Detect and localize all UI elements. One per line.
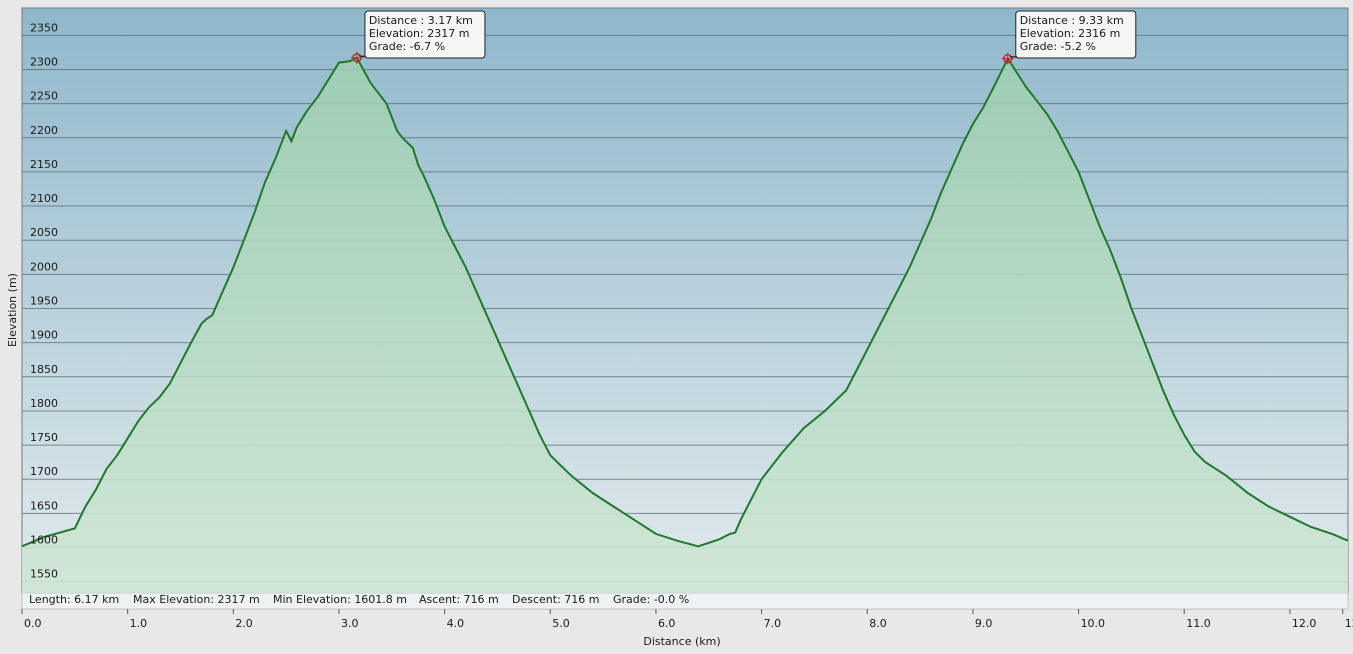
x-tick-label: 11.0 (1186, 617, 1211, 630)
x-tick-label: 4.0 (447, 617, 465, 630)
y-tick-label: 2200 (30, 124, 58, 137)
stats-grade: Grade: -0.0 % (613, 593, 689, 606)
stats-min-elevation: Min Elevation: 1601.8 m (273, 593, 407, 606)
y-tick-label: 2250 (30, 90, 58, 103)
tooltip-line: Grade: -5.2 % (1020, 40, 1096, 53)
y-tick-label: 2350 (30, 21, 58, 34)
y-tick-label: 1750 (30, 431, 58, 444)
y-tick-label: 2000 (30, 260, 58, 273)
x-tick-label: 12.5 (1345, 617, 1353, 630)
x-tick-label: 8.0 (869, 617, 887, 630)
y-tick-label: 1800 (30, 397, 58, 410)
x-tick-label: 12.0 (1292, 617, 1317, 630)
tooltip-line: Elevation: 2317 m (369, 27, 470, 40)
y-tick-label: 2150 (30, 158, 58, 171)
y-tick-label: 1950 (30, 295, 58, 308)
stats-descent: Descent: 716 m (512, 593, 599, 606)
x-tick-label: 6.0 (658, 617, 676, 630)
y-tick-label: 1650 (30, 499, 58, 512)
tooltip-line: Grade: -6.7 % (369, 40, 445, 53)
tooltip-line: Distance : 9.33 km (1020, 14, 1124, 27)
stats-ascent: Ascent: 716 m (419, 593, 499, 606)
y-tick-label: 2050 (30, 226, 58, 239)
y-tick-label: 2100 (30, 192, 58, 205)
x-tick-label: 5.0 (552, 617, 570, 630)
stats-length: Length: 6.17 km (29, 593, 119, 606)
y-tick-label: 1600 (30, 534, 58, 547)
y-axis-ticks: 1550 1600 1650 1700 1750 1800 1850 1900 1950 2000… (30, 21, 58, 580)
tooltip-box (364, 10, 486, 59)
y-tick-label: 1700 (30, 465, 58, 478)
x-tick-label: 9.0 (975, 617, 993, 630)
area-layer (21, 56, 1349, 593)
elevation-line (21, 56, 1349, 548)
tooltip-box (1015, 10, 1137, 59)
x-tick-label: 2.0 (235, 617, 253, 630)
x-tick-label: 7.0 (764, 617, 782, 630)
y-tick-label: 1850 (30, 363, 58, 376)
x-tick-label: 3.0 (341, 617, 359, 630)
tooltip-line: Elevation: 2316 m (1020, 27, 1121, 40)
x-axis-title: Distance (km) (643, 635, 720, 648)
x-tick-label: 1.0 (130, 617, 148, 630)
x-axis-ticks: 0.0 1.0 2.0 3.0 4.0 5.0 6.0 7.0 8.0 9.0 10.0 11.0 12… (21, 609, 1353, 630)
y-tick-label: 1900 (30, 329, 58, 342)
x-tick-label: 10.0 (1081, 617, 1106, 630)
tooltip-line: Distance : 3.17 km (369, 14, 473, 27)
x-tick-label: 0.0 (24, 617, 42, 630)
y-tick-label: 1550 (30, 568, 58, 581)
stats-max-elevation: Max Elevation: 2317 m (133, 593, 260, 606)
y-axis-title: Elevation (m) (6, 273, 19, 347)
elevation-area-fill (22, 57, 1348, 593)
y-tick-label: 2300 (30, 55, 58, 68)
